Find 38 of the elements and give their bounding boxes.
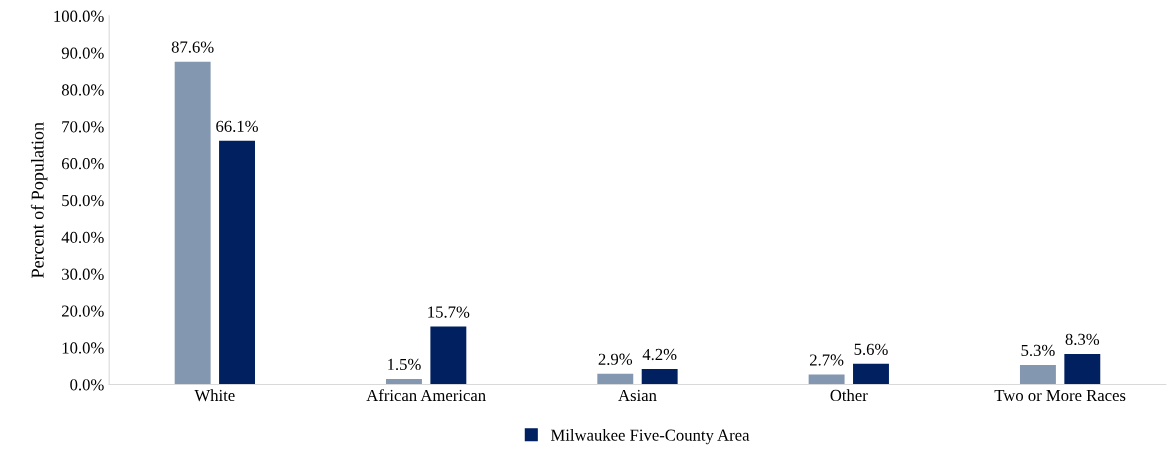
x-tick-label: Asian	[618, 389, 657, 402]
data-label: 4.2%	[642, 348, 677, 361]
data-label: 1.5%	[388, 358, 421, 371]
bar	[597, 373, 634, 385]
y-tick-label: 90.0%	[61, 47, 104, 59]
data-label: 8.3%	[1065, 333, 1100, 346]
data-label: 5.6%	[854, 343, 888, 355]
y-tick-label: 10.0%	[62, 342, 104, 354]
data-label: 87.6%	[171, 41, 214, 53]
y-axis-title: Percent of Population	[30, 122, 48, 278]
bar	[1064, 353, 1101, 385]
y-tick-label: 50.0%	[62, 194, 104, 207]
bar	[1019, 364, 1056, 385]
legend-label: Milwaukee Five-County Area	[550, 429, 750, 445]
y-tick-label: 30.0%	[62, 268, 104, 280]
bar	[219, 140, 255, 385]
y-tick-label: 20.0%	[62, 305, 104, 317]
data-label: 15.7%	[428, 306, 470, 318]
x-tick-label: Other	[830, 389, 868, 402]
bar	[853, 363, 889, 385]
bar	[808, 374, 845, 385]
x-tick-label: White	[194, 389, 235, 402]
bar	[174, 61, 211, 385]
bar	[386, 378, 422, 385]
bar	[430, 326, 467, 385]
y-tick-label: 0.0%	[70, 379, 104, 391]
data-label: 2.7%	[809, 354, 844, 366]
data-label: 5.3%	[1021, 344, 1055, 357]
y-tick-label: 80.0%	[61, 84, 104, 96]
y-tick-label: 70.0%	[62, 121, 104, 133]
x-tick-label: Two or More Races	[994, 389, 1126, 402]
y-tick-label: 60.0%	[61, 158, 104, 170]
y-tick-label: 100.0%	[54, 10, 104, 22]
y-tick-label: 40.0%	[61, 231, 104, 244]
x-tick-label: African American	[366, 389, 486, 402]
data-label: 2.9%	[598, 353, 633, 365]
data-label: 66.1%	[216, 120, 258, 132]
bar	[641, 369, 678, 385]
